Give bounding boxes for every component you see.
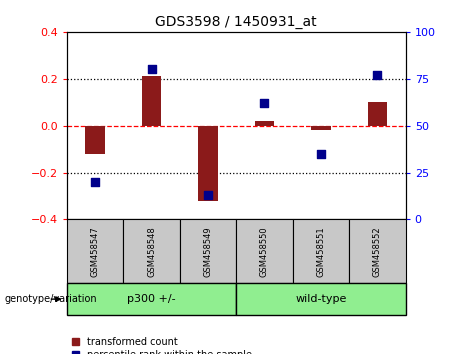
Title: GDS3598 / 1450931_at: GDS3598 / 1450931_at [155, 16, 317, 29]
Bar [311, 126, 331, 130]
Point [317, 151, 325, 156]
Text: GSM458550: GSM458550 [260, 226, 269, 277]
Point [91, 179, 99, 185]
Bar [142, 76, 161, 126]
Bar [180, 219, 236, 283]
Text: GSM458548: GSM458548 [147, 226, 156, 277]
Point [148, 67, 155, 72]
Text: genotype/variation: genotype/variation [5, 294, 97, 304]
Legend: transformed count, percentile rank within the sample: transformed count, percentile rank withi… [72, 337, 252, 354]
Text: wild-type: wild-type [296, 294, 347, 304]
Text: GSM458552: GSM458552 [373, 226, 382, 277]
Bar [349, 219, 406, 283]
Bar [236, 283, 406, 315]
Bar [254, 121, 274, 126]
Text: GSM458551: GSM458551 [316, 226, 325, 277]
Point [261, 100, 268, 106]
Point [204, 192, 212, 198]
Bar [67, 283, 236, 315]
Bar [123, 219, 180, 283]
Bar [198, 126, 218, 201]
Bar [67, 219, 123, 283]
Bar [85, 126, 105, 154]
Bar [367, 102, 387, 126]
Text: GSM458547: GSM458547 [90, 226, 100, 277]
Bar [293, 219, 349, 283]
Text: GSM458549: GSM458549 [203, 226, 213, 277]
Text: p300 +/-: p300 +/- [127, 294, 176, 304]
Point [374, 72, 381, 78]
Bar [236, 219, 293, 283]
